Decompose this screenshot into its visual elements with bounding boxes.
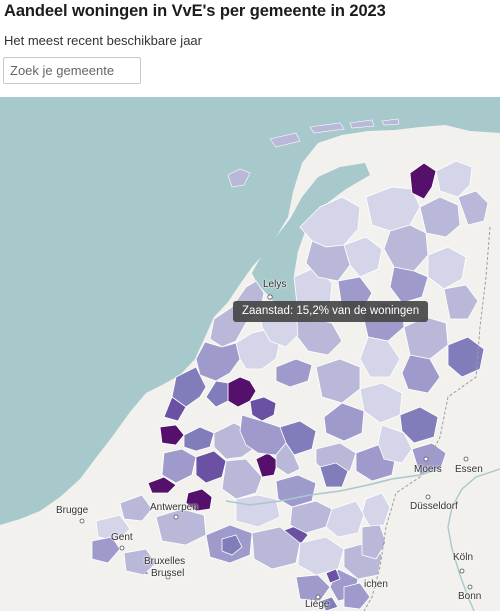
wadden-islands bbox=[227, 118, 400, 188]
north-sea bbox=[0, 97, 500, 525]
page-title: Aandeel woningen in VvE's per gemeente i… bbox=[4, 2, 386, 20]
place-label-aken: ichen bbox=[364, 579, 388, 590]
place-label-antwerpen: Antwerpen bbox=[150, 502, 198, 513]
place-markers bbox=[79, 294, 473, 600]
place-label-bruxelles-line2: - Brussel bbox=[144, 568, 185, 579]
rhine-germany bbox=[447, 468, 500, 611]
place-label-essen: Essen bbox=[455, 464, 483, 475]
place-label-moers: Moers bbox=[414, 464, 442, 475]
place-label-bruxelles: Bruxelles - Brussel bbox=[144, 556, 185, 580]
place-label-brugge: Brugge bbox=[56, 505, 89, 516]
map-canvas[interactable] bbox=[0, 97, 500, 611]
rivers bbox=[225, 468, 441, 506]
map-tooltip: Zaanstad: 15,2% van de woningen bbox=[233, 301, 429, 322]
place-label-dusseldorf: Düsseldorf bbox=[410, 501, 458, 512]
choropleth-map[interactable]: Lelys Moers Essen Brugge Antwerpen Düsse… bbox=[0, 97, 500, 611]
place-label-lelystad: Lelys bbox=[263, 279, 287, 290]
place-label-bonn: Bonn bbox=[458, 591, 482, 602]
municipality-search-input[interactable] bbox=[3, 57, 141, 84]
place-label-koln: Köln bbox=[453, 552, 474, 563]
place-label-luik: Liège bbox=[305, 599, 330, 610]
ijsselmeer bbox=[252, 163, 370, 311]
page-subtitle: Het meest recent beschikbare jaar bbox=[4, 33, 202, 48]
country-border bbox=[363, 226, 491, 611]
place-label-bruxelles-line1: Bruxelles bbox=[144, 556, 186, 567]
place-label-gent: Gent bbox=[111, 532, 133, 543]
